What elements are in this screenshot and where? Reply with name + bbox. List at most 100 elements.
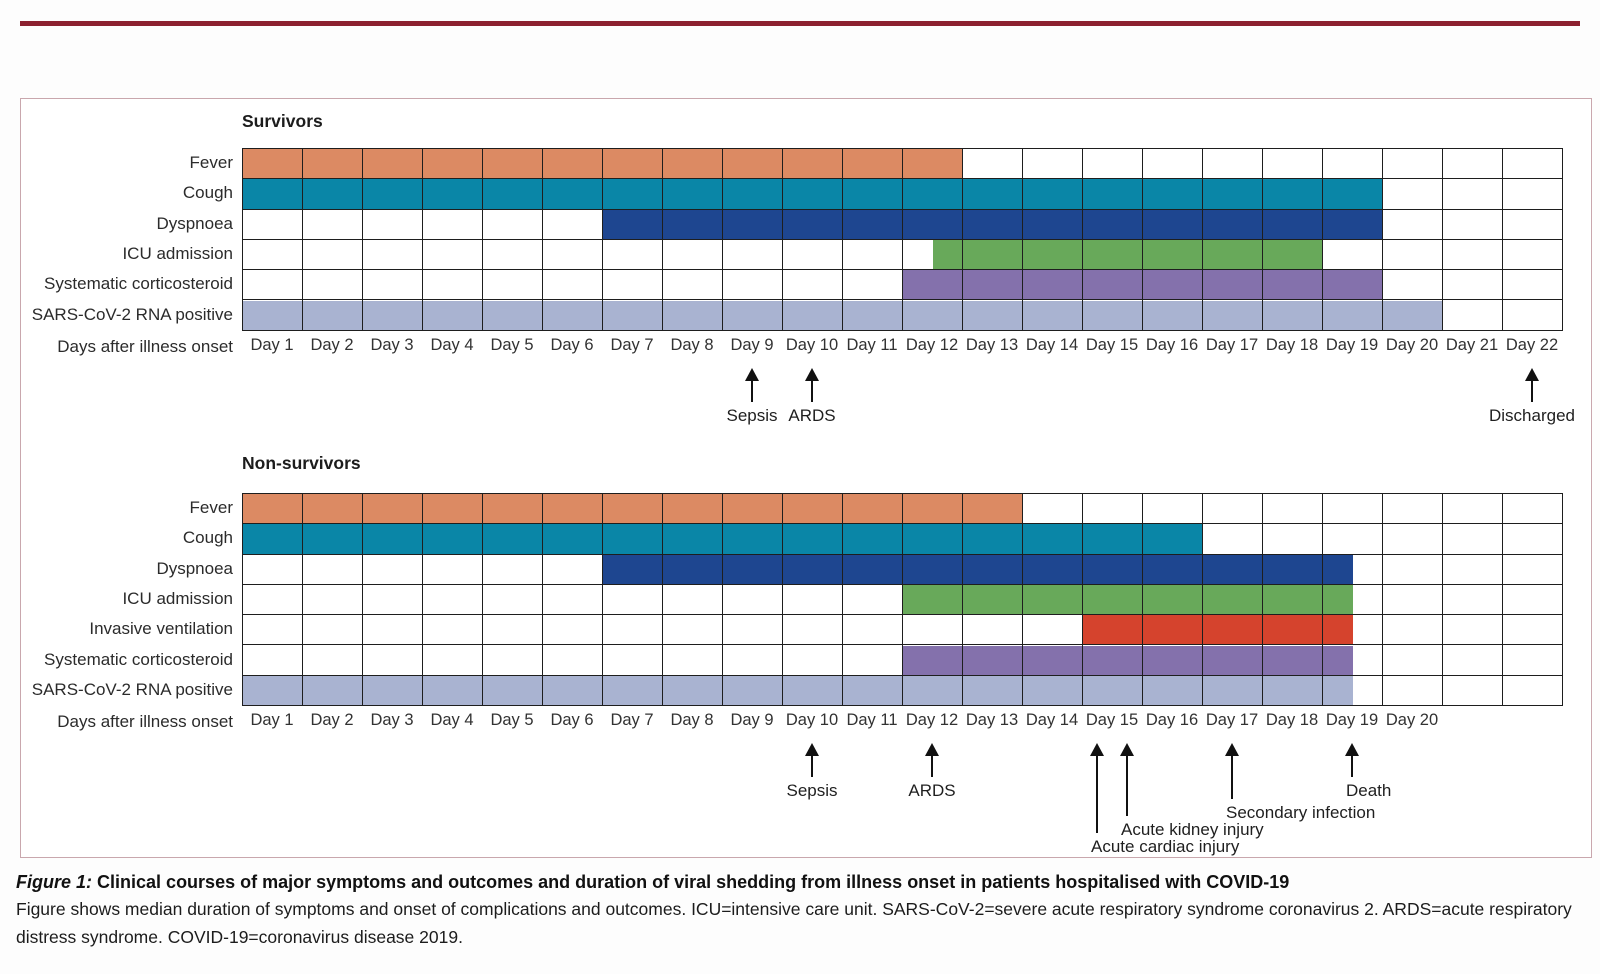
grid-cell [1383, 209, 1443, 240]
grid-cell [783, 584, 843, 616]
grid-cell [1023, 209, 1083, 240]
grid-cell [1203, 554, 1263, 585]
grid-cell [243, 645, 303, 676]
grid-cell [843, 149, 903, 180]
grid-cell [663, 494, 723, 525]
grid-cell [783, 524, 843, 555]
event-up-arrow-icon [1225, 743, 1240, 800]
arrow-head [925, 743, 939, 757]
grid-cell [783, 179, 843, 210]
grid-cell [1443, 524, 1503, 555]
grid-cell [1383, 584, 1443, 616]
event-label: Sepsis [786, 781, 838, 801]
grid-cell [843, 615, 903, 646]
grid-cell [1023, 149, 1083, 180]
grid-cell [1143, 209, 1203, 240]
grid-cell [1323, 584, 1383, 616]
grid-cell [903, 615, 963, 646]
grid-cell [1143, 270, 1203, 301]
grid-cell [1143, 524, 1203, 555]
grid-cell [1203, 239, 1263, 271]
grid-cell [903, 524, 963, 555]
grid-cell [1023, 524, 1083, 555]
grid-cell [843, 645, 903, 676]
grid-cell [963, 239, 1023, 271]
grid-cell [363, 675, 423, 707]
grid-cell [363, 179, 423, 210]
grid-cell [843, 494, 903, 525]
day-label: Day 3 [370, 335, 414, 354]
grid-cell [723, 270, 783, 301]
grid-cell [1503, 494, 1563, 525]
event-label: ARDS [908, 781, 956, 801]
grid-cell [783, 209, 843, 240]
day-label: Day 8 [670, 711, 714, 730]
grid-cell [723, 494, 783, 525]
row-label: Invasive ventilation [89, 619, 233, 639]
grid-cell [1443, 494, 1503, 525]
day-label: Day 10 [785, 335, 839, 354]
day-label: Day 1 [250, 711, 294, 730]
day-label: Day 20 [1385, 335, 1439, 354]
grid-cell [963, 645, 1023, 676]
grid-cell [1083, 239, 1143, 271]
grid-cell [1443, 615, 1503, 646]
grid-cell [783, 554, 843, 585]
grid-cell [1323, 615, 1383, 646]
grid-cell [363, 494, 423, 525]
grid-cell [963, 494, 1023, 525]
grid-cell [303, 179, 363, 210]
grid-cell [483, 615, 543, 646]
grid-cell [303, 645, 363, 676]
grid-cell [543, 675, 603, 707]
grid-cell [1023, 675, 1083, 707]
row-label: ICU admission [122, 244, 233, 264]
duration-bar-dyspnoea [603, 209, 1383, 240]
grid-cell [603, 615, 663, 646]
arrow-head [805, 367, 819, 381]
grid-cell [483, 554, 543, 585]
grid-cell [1383, 675, 1443, 707]
grid-cell [1143, 645, 1203, 676]
grid-cell [423, 554, 483, 585]
arrow-head [1120, 743, 1134, 757]
day-label: Day 9 [730, 335, 774, 354]
grid-cell [603, 584, 663, 616]
grid-cell [663, 675, 723, 707]
grid-cell [663, 554, 723, 585]
grid-cell [243, 494, 303, 525]
grid-cell [1023, 300, 1083, 331]
grid-cell [843, 239, 903, 271]
grid-cell [903, 149, 963, 180]
grid-cell [243, 675, 303, 707]
grid-cell [603, 179, 663, 210]
grid-cell [1263, 554, 1323, 585]
grid-cell [243, 209, 303, 240]
grid-cell [1503, 524, 1563, 555]
grid-cell [363, 209, 423, 240]
grid-cell [603, 675, 663, 707]
day-label: Day 6 [550, 335, 594, 354]
grid-cell [543, 209, 603, 240]
grid-cell [483, 149, 543, 180]
duration-bar-fever [243, 494, 1023, 525]
day-label: Day 2 [310, 711, 354, 730]
grid-cell [963, 524, 1023, 555]
cell-layer [243, 494, 1563, 707]
grid-cell [603, 149, 663, 180]
grid-cell [843, 584, 903, 616]
arrow-stem [810, 380, 814, 402]
grid-cell [363, 615, 423, 646]
grid-cell [783, 239, 843, 271]
grid-cell [483, 300, 543, 331]
grid-cell [723, 149, 783, 180]
grid-cell [1503, 209, 1563, 240]
axis-label: Days after illness onset [57, 712, 233, 732]
grid-cell [1023, 239, 1083, 271]
grid-cell [1083, 209, 1143, 240]
duration-bar-fever [243, 149, 963, 180]
grid-cell [1383, 270, 1443, 301]
grid-cell [843, 524, 903, 555]
row-label: Dyspnoea [156, 213, 233, 233]
grid-cell [1023, 494, 1083, 525]
